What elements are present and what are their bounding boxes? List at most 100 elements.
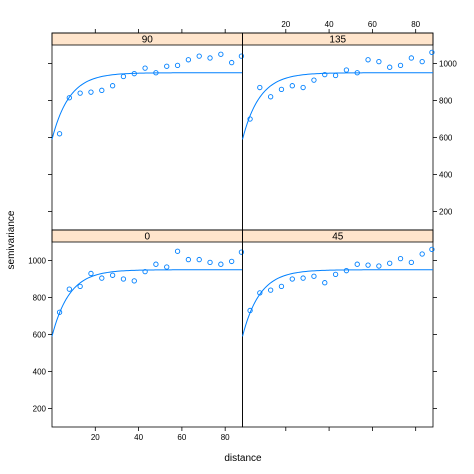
data-point	[300, 84, 306, 91]
data-point	[300, 275, 306, 281]
panel-strip-label: 45	[332, 232, 344, 243]
y-tick-label: 400	[439, 171, 453, 180]
data-point	[332, 271, 339, 278]
y-tick-label: 800	[33, 294, 47, 303]
data-point	[257, 290, 263, 296]
data-point	[153, 261, 159, 267]
data-point	[322, 71, 328, 78]
data-point	[131, 278, 137, 284]
data-point	[289, 83, 295, 89]
data-point	[185, 57, 192, 63]
y-tick-label: 1000	[439, 60, 457, 69]
data-point	[77, 90, 83, 96]
axes-layer: 20 40 60 80 20 40 60 80 200 400 600 800 1000 200 400 60…	[28, 20, 457, 442]
data-point	[311, 77, 317, 83]
data-point	[88, 270, 94, 277]
y-tick-label: 600	[439, 134, 453, 143]
model-curve	[51, 72, 243, 140]
data-point	[196, 256, 202, 263]
data-point	[354, 70, 360, 76]
y-tick-label: 200	[33, 405, 47, 414]
data-point	[238, 249, 245, 255]
data-point	[207, 259, 213, 265]
panels-layer: 90 135 0 45	[51, 32, 435, 428]
data-point	[376, 59, 382, 65]
data-point	[109, 83, 116, 89]
panel-frame	[242, 229, 434, 428]
data-point	[332, 72, 339, 79]
data-point	[257, 84, 263, 91]
x-tick-label: 60	[368, 20, 377, 29]
data-point	[174, 248, 181, 254]
data-point	[77, 283, 83, 290]
panel-frame	[51, 229, 243, 428]
panel-strip-label: 135	[329, 35, 346, 46]
data-point	[397, 255, 404, 262]
data-point	[99, 275, 105, 281]
y-tick-label: 800	[439, 97, 453, 106]
data-point	[365, 57, 371, 63]
x-tick-label: 20	[281, 20, 290, 29]
data-point	[120, 276, 127, 282]
data-point	[99, 87, 105, 93]
y-tick-label: 200	[439, 208, 453, 217]
data-point	[408, 55, 415, 61]
data-point	[120, 73, 127, 80]
data-point	[322, 280, 328, 286]
panel-frame	[51, 32, 243, 231]
data-point	[376, 263, 382, 269]
data-point	[387, 64, 393, 70]
data-point	[408, 259, 415, 265]
data-point	[66, 95, 72, 101]
data-point	[419, 59, 425, 65]
data-point	[196, 53, 202, 59]
data-point	[387, 260, 393, 266]
data-point	[247, 307, 253, 314]
data-point	[109, 272, 116, 278]
x-tick-label: 80	[411, 20, 420, 29]
data-point	[229, 59, 235, 66]
data-point	[365, 262, 371, 268]
y-tick-label: 1000	[28, 257, 46, 266]
panel-45: 45	[242, 229, 435, 428]
x-tick-label: 40	[325, 20, 334, 29]
data-point	[174, 62, 181, 68]
data-point	[66, 286, 72, 292]
data-point	[419, 251, 425, 257]
data-point	[164, 264, 170, 270]
data-point	[207, 55, 213, 61]
data-point	[429, 49, 435, 56]
panel-0: 0	[51, 229, 245, 428]
panel-135: 135	[242, 32, 435, 231]
data-point	[267, 287, 274, 293]
data-point	[185, 256, 192, 263]
panel-frame	[242, 32, 434, 231]
data-point	[56, 309, 63, 315]
data-point	[142, 65, 148, 71]
data-point	[267, 94, 274, 100]
data-point	[247, 116, 253, 122]
data-point	[56, 131, 63, 137]
data-point	[289, 276, 295, 282]
y-tick-label: 600	[33, 331, 47, 340]
data-point	[397, 62, 404, 68]
data-point	[429, 246, 435, 253]
model-curve	[51, 269, 243, 337]
data-point	[229, 258, 235, 265]
x-tick-label: 40	[134, 433, 143, 442]
x-tick-label: 80	[221, 433, 230, 442]
x-tick-label: 20	[91, 433, 100, 442]
x-axis-title: distance	[224, 453, 262, 464]
model-curve	[242, 72, 433, 140]
data-point	[218, 51, 224, 57]
data-point	[88, 89, 94, 95]
panel-strip-label: 0	[144, 232, 150, 243]
y-axis-title: semivariance	[6, 210, 17, 269]
data-point	[164, 63, 170, 69]
data-point	[354, 261, 360, 267]
data-point	[153, 70, 159, 76]
panel-90: 90	[51, 32, 245, 231]
data-point	[238, 53, 245, 59]
data-point	[278, 86, 285, 93]
